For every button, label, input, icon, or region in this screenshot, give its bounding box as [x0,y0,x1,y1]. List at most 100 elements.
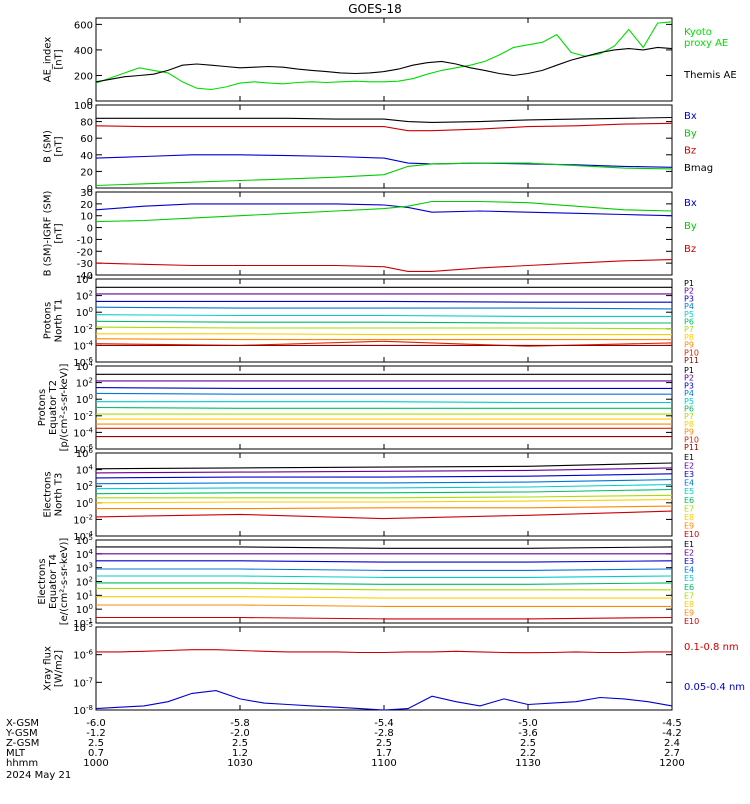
footer-value: 2.5 [520,738,536,749]
series-p5 [96,401,672,404]
legend-entry: P2 [684,374,694,383]
y-tick-label: 10-7 [73,676,93,689]
footer-row-label: Y-GSM [5,728,38,739]
legend-entry: P9 [684,428,694,437]
y-tick-label: 100 [76,306,93,319]
legend-entry: E5 [684,574,694,583]
panel-p2: 10-6 10-4 10-2 100 102 104 Protons Equator T2 [p… [37,360,699,456]
y-axis-label: Electrons [37,558,48,604]
series-e9 [96,604,672,607]
series-e2 [95,467,673,474]
series-e4 [95,479,673,485]
legend-entry: Bx [684,198,697,209]
series-e4 [96,568,673,571]
y-tick-label: 103 [76,562,93,575]
footer-row-label: MLT [6,748,26,759]
series-e10 [95,510,673,520]
series-p9 [95,338,672,341]
y-axis-label: [nT] [54,223,65,243]
legend-entry: Bz [684,244,696,255]
legend-entry: P10 [684,435,699,444]
footer-value: 1000 [83,758,108,769]
legend-entry: Kyoto [684,27,712,38]
footer-value: 1.7 [376,748,392,759]
y-tick-label: 100 [74,101,93,112]
y-axis-label: Equator T4 [48,554,59,609]
legend-entry: E8 [684,513,694,522]
y-tick-label: 10-5 [73,621,93,634]
y-tick-label: 106 [76,447,94,460]
panel-frame [95,17,673,102]
y-axis-label: AE_index [43,37,54,83]
y-tick-label: 10-6 [73,443,93,456]
y-tick-label: 102 [76,576,93,589]
y-axis-label: Xray flux [43,646,54,691]
y-tick-label: 10-6 [73,356,93,369]
series-e7 [96,587,672,591]
series-by [95,162,673,187]
legend-entry: E3 [684,557,694,566]
legend-entry: P8 [684,333,694,342]
y-axis-label: North T1 [54,299,65,343]
y-tick-label: -40 [77,271,93,282]
panel-p1: 10-6 10-4 10-2 100 102 104 Protons North T1 P1P2… [43,273,700,369]
footer-row-label: hhmm [6,758,38,769]
series-e6 [95,488,673,495]
y-tick-label: 104 [76,360,94,373]
series-e9 [96,505,673,510]
series-e7 [96,494,673,499]
panel-frame [95,539,673,624]
y-tick-label: 10-8 [73,704,93,717]
legend-entry: P3 [684,381,694,390]
series-e1 [95,462,673,470]
legend-entry: E3 [684,470,694,479]
footer-value: 1.2 [232,748,248,759]
y-axis-label: [e/(cm²-s-sr-keV)] [59,538,70,626]
series-e3 [95,473,673,479]
series-p7 [95,326,673,330]
y-axis-label: Electrons [43,471,54,517]
series-e5 [96,575,673,578]
legend-entry: P6 [684,318,694,327]
footer-value: 1200 [659,758,684,769]
legend-entry: E2 [684,549,694,558]
footer-value: -6.0 [86,718,106,729]
legend-entry: P9 [684,341,694,350]
y-tick-label: 10-6 [73,649,93,662]
y-tick-label: 600 [74,20,93,31]
y-axis-label: [p/(cm²-s-sr-keV)] [59,364,70,452]
legend-entry: P10 [684,348,699,357]
y-tick-label: 10-4 [73,426,93,439]
legend-entry: E5 [684,487,694,496]
y-tick-label: 105 [76,534,93,547]
legend-entry: E6 [684,583,694,592]
legend-entry: E1 [684,453,694,462]
legend-entry: E6 [684,496,694,505]
y-axis-label: Protons [43,302,54,339]
panel-xray: 10-8 10-7 10-6 10-5 Xray flux [W/m2] 0.1-0.8 n… [43,621,746,717]
y-tick-label: 10-4 [73,530,93,543]
footer-value: 1100 [371,758,396,769]
footer-value: 2.7 [664,748,680,759]
legend-entry: proxy AE [684,38,728,49]
legend-entry: P8 [684,420,694,429]
legend-entry: Bx [684,111,697,122]
y-tick-label: -30 [77,259,93,270]
footer-row-label: Z-GSM [6,738,39,749]
series-0-05-0-4-nm [95,690,673,711]
legend-entry: E4 [684,479,694,488]
series-e1 [96,546,673,549]
plot-title: GOES-18 [348,2,402,16]
legend-entry: E8 [684,600,694,609]
legend-entry: P7 [684,412,694,421]
legend-entry: E2 [684,462,694,471]
footer-value: -5.4 [374,718,394,729]
legend-entry: P2 [684,287,694,296]
footer-row-label: X-GSM [6,718,39,729]
y-tick-label: 0 [87,97,93,108]
legend-entry: Themis AE [683,70,737,81]
y-tick-label: 104 [76,548,94,561]
